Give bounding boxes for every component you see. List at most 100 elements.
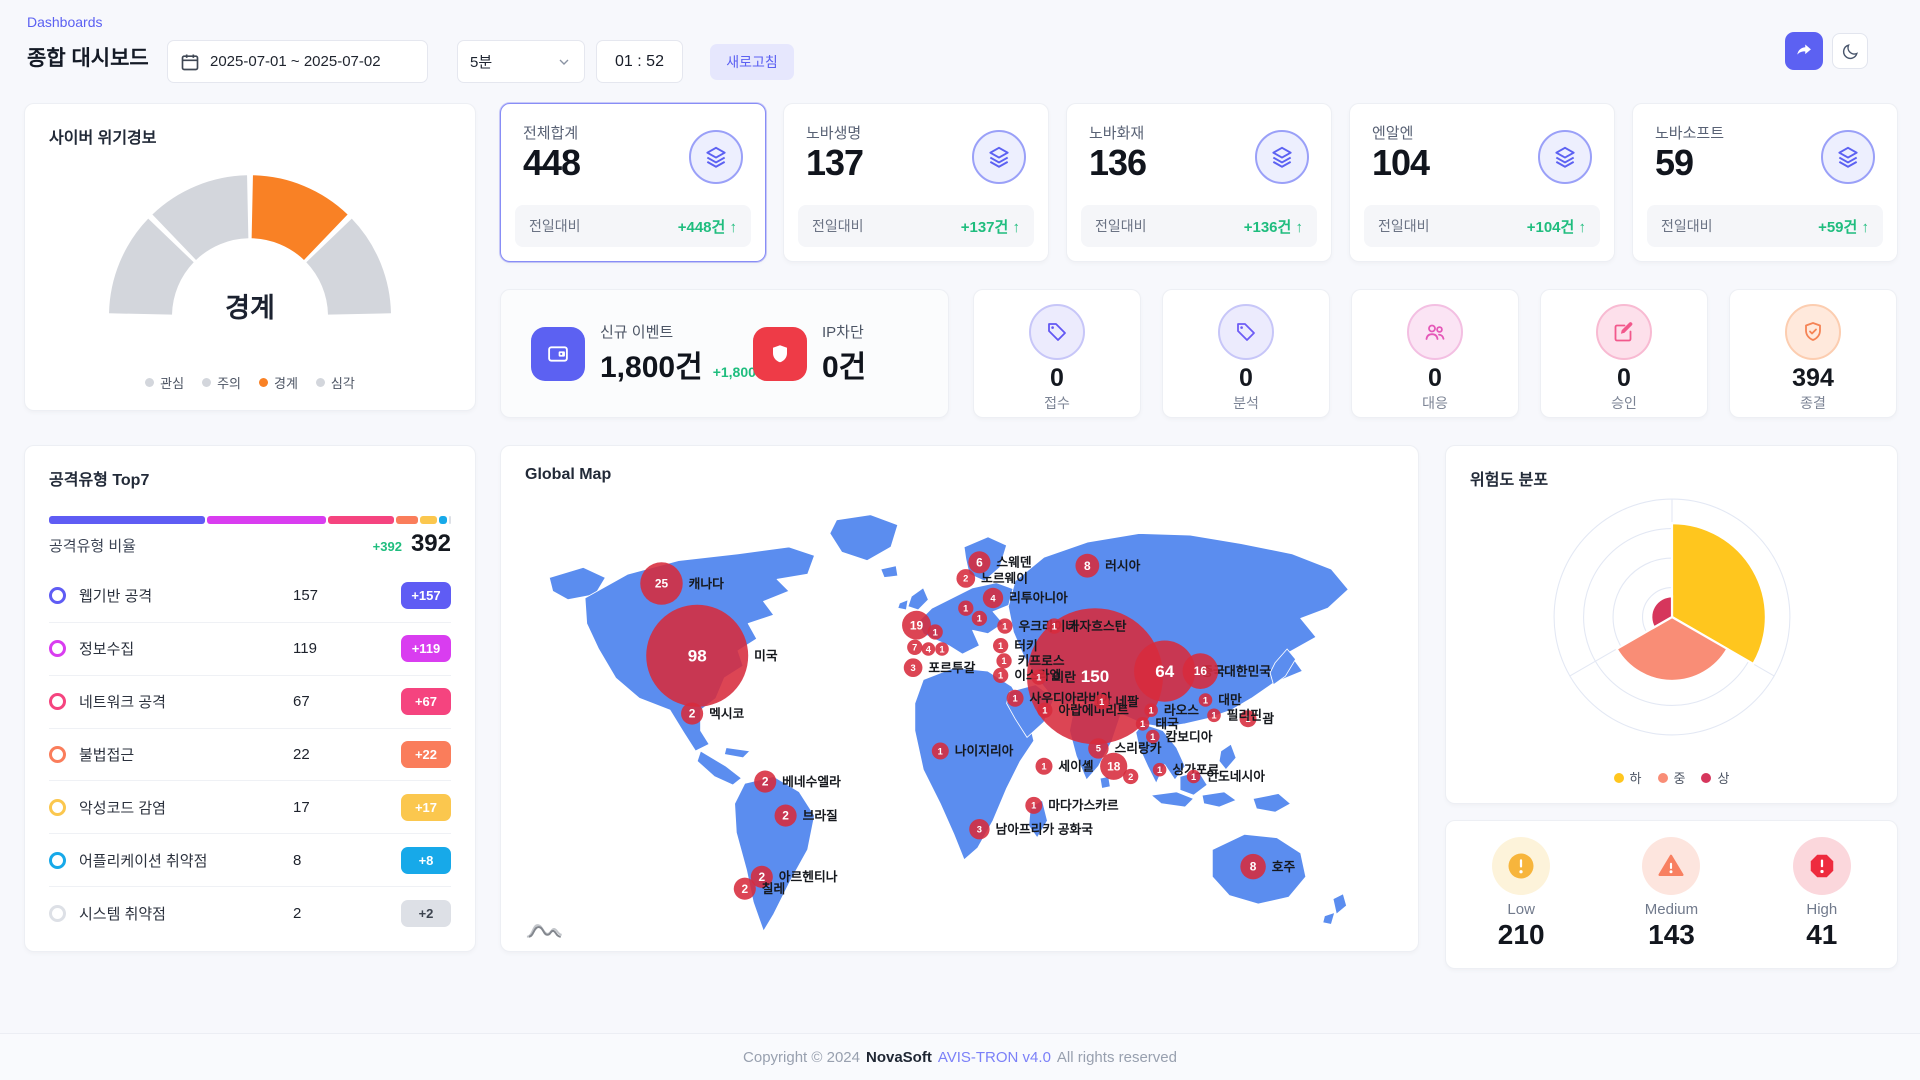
stat-card[interactable]: 엔알엔 104 전일대비 +104건 ↑ [1349, 103, 1615, 262]
map-bubble[interactable] [1146, 729, 1160, 744]
map-bubble[interactable] [1088, 738, 1109, 759]
map-bubble[interactable] [969, 819, 990, 840]
map-bubble[interactable] [733, 877, 756, 900]
low-risk-item[interactable]: Low 210 [1492, 821, 1551, 952]
high-risk-item[interactable]: High 41 [1792, 821, 1851, 952]
layers-icon [972, 130, 1026, 184]
bubble-value: 25 [655, 577, 669, 591]
map-bubble[interactable] [968, 551, 991, 574]
stat-card-label: 전체합계 [523, 125, 579, 142]
map-bubble[interactable] [750, 865, 773, 888]
bubble-value: 1 [1052, 621, 1057, 631]
map-bubble[interactable] [1075, 553, 1100, 578]
bubble-value: 2 [1128, 772, 1133, 782]
attack-type-row[interactable]: 불법접근 22 +22 [49, 729, 451, 782]
map-bubble[interactable] [1134, 640, 1196, 702]
map-bubble[interactable] [1207, 708, 1221, 723]
status-card[interactable]: 0 접수 [973, 289, 1141, 418]
map-bubble[interactable] [1035, 757, 1053, 775]
attack-type-row[interactable]: 네트워크 공격 67 +67 [49, 676, 451, 729]
map-bubble[interactable] [774, 804, 797, 827]
map-country-label: 아랍에미리트 [1058, 702, 1129, 717]
map-bubble[interactable] [982, 587, 1004, 609]
status-card[interactable]: 394 종결 [1729, 289, 1897, 418]
attack-type-row[interactable]: 악성코드 감염 17 +17 [49, 781, 451, 835]
map-bubble[interactable] [1046, 618, 1062, 634]
status-label: 대응 [1422, 394, 1448, 411]
map-bubble[interactable] [1037, 702, 1053, 718]
status-card[interactable]: 0 대응 [1351, 289, 1519, 418]
interval-select[interactable]: 5분 [457, 40, 585, 83]
map-bubble[interactable] [1144, 703, 1158, 717]
bubble-value: 4 [990, 593, 996, 603]
map-bubble[interactable] [1182, 653, 1219, 689]
bubble-value: 2 [741, 882, 748, 896]
status-value: 0 [1050, 364, 1064, 392]
map-bubble[interactable] [1198, 693, 1213, 707]
map-bubble[interactable] [931, 742, 949, 760]
product-version[interactable]: AVIS-TRON v4.0 [937, 1048, 1051, 1066]
refresh-button[interactable]: 새로고침 [710, 44, 794, 80]
bullet-icon [49, 587, 66, 605]
map-bubble[interactable] [681, 702, 704, 725]
users-icon [1425, 324, 1445, 340]
map-bubble[interactable] [996, 653, 1012, 669]
world-map[interactable]: 15098미국64중국25캐나다16대한민국19188호주8러시아2멕시코2베네… [519, 496, 1399, 938]
bubble-value: 7 [912, 643, 917, 653]
attack-type-row[interactable]: 웹기반 공격 157 +157 [49, 570, 451, 623]
map-bubble[interactable] [1100, 752, 1128, 780]
map-bubble[interactable] [1123, 768, 1139, 785]
status-card[interactable]: 0 분석 [1162, 289, 1330, 418]
breadcrumb[interactable]: Dashboards [27, 14, 103, 30]
map-bubble[interactable] [993, 637, 1009, 654]
date-range-picker[interactable]: 2025-07-01 ~ 2025-07-02 [167, 40, 428, 83]
map-bubble[interactable] [1094, 694, 1110, 710]
medium-risk-item[interactable]: Medium 143 [1642, 821, 1701, 952]
map-bubble[interactable] [956, 569, 976, 588]
status-label: 분석 [1233, 394, 1259, 411]
map-bubble[interactable] [902, 610, 931, 640]
new-events-item[interactable]: 신규 이벤트 1,800건 +1,800건 ↑ [531, 290, 780, 417]
map-bubble[interactable] [1027, 608, 1163, 745]
map-bubble[interactable] [993, 667, 1009, 683]
map-bubble[interactable] [1135, 717, 1150, 731]
bubble-value: 1 [1041, 762, 1046, 772]
share-button[interactable] [1785, 32, 1823, 70]
stat-card[interactable]: 노바소프트 59 전일대비 +59건 ↑ [1632, 103, 1898, 262]
map-bubble[interactable] [640, 562, 683, 605]
map-bubble[interactable] [935, 642, 949, 656]
map-bubble[interactable] [1006, 689, 1024, 707]
map-bubble[interactable] [903, 658, 923, 678]
map-country-label: 괌 [1262, 711, 1274, 726]
map-bubble[interactable] [907, 639, 923, 655]
attack-types-list: 웹기반 공격 157 +157 정보수집 119 +119 네트워크 공격 67… [49, 570, 451, 939]
dark-mode-toggle[interactable] [1832, 33, 1868, 69]
stat-card[interactable]: 노바화재 136 전일대비 +136건 ↑ [1066, 103, 1332, 262]
stat-card[interactable]: 노바생명 137 전일대비 +137건 ↑ [783, 103, 1049, 262]
map-country-label: 필리핀 [1227, 708, 1262, 723]
attack-type-row[interactable]: 정보수집 119 +119 [49, 623, 451, 676]
map-bubble[interactable] [646, 604, 749, 707]
map-bubble[interactable] [1240, 853, 1266, 880]
attack-type-row[interactable]: 어플리케이션 취약점 8 +8 [49, 834, 451, 888]
map-bubble[interactable] [1025, 796, 1043, 814]
map-bubble[interactable] [921, 642, 936, 656]
map-country-label: 캄보디아 [1166, 729, 1213, 744]
map-bubble[interactable] [1152, 762, 1167, 777]
status-card[interactable]: 0 승인 [1540, 289, 1708, 418]
map-bubble[interactable] [971, 610, 988, 627]
status-value: 0 [1428, 364, 1442, 392]
map-bubble[interactable] [997, 618, 1013, 634]
map-bubble[interactable] [1186, 769, 1201, 784]
map-bubble[interactable] [958, 600, 974, 616]
status-icon-circle [1029, 304, 1085, 360]
map-bubble[interactable] [754, 770, 777, 793]
map-bubble[interactable] [1239, 710, 1257, 728]
stat-card[interactable]: 전체합계 448 전일대비 +448건 ↑ [500, 103, 766, 262]
bullet-icon [49, 693, 66, 711]
map-country-label: 라오스 [1164, 702, 1199, 717]
attack-type-row[interactable]: 시스템 취약점 2 +2 [49, 887, 451, 939]
ip-block-item[interactable]: IP차단 0건 [753, 290, 866, 417]
map-bubble[interactable] [1031, 669, 1047, 685]
map-bubble[interactable] [927, 624, 943, 640]
